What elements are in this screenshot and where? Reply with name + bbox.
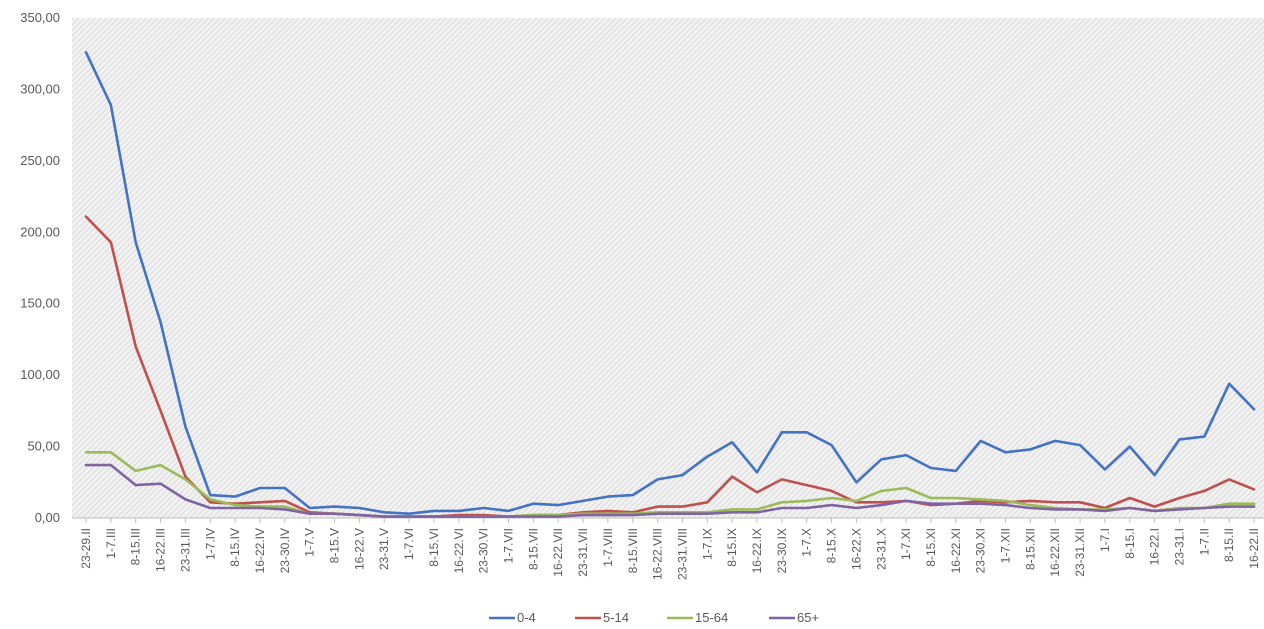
x-tick-label: 1-7.V bbox=[303, 528, 317, 557]
x-tick-label: 1-7.I bbox=[1098, 528, 1112, 552]
y-tick-label: 150,00 bbox=[20, 296, 60, 311]
x-tick-label: 16-22.VIII bbox=[651, 528, 665, 580]
x-tick-label: 23-31.VII bbox=[576, 528, 590, 577]
x-tick-label: 1-7.IV bbox=[203, 528, 217, 560]
x-tick-label: 16-22.VII bbox=[551, 528, 565, 577]
y-axis-ticks: 0,00 50,00 100,00 150,00 200,00 250,00 300,00 3… bbox=[20, 10, 60, 525]
x-tick-label: 1-7.XI bbox=[899, 528, 913, 560]
x-tick-label: 16-22.XII bbox=[1048, 528, 1062, 577]
x-tick-label: 23-31.I bbox=[1173, 528, 1187, 565]
x-tick-label: 23-29.II bbox=[79, 528, 93, 569]
x-tick-label: 8-15.XI bbox=[924, 528, 938, 567]
x-tick-label: 16-22.X bbox=[849, 528, 863, 570]
x-tick-label: 16-22.V bbox=[352, 528, 366, 570]
x-tick-label: 16-22.IX bbox=[750, 528, 764, 573]
y-tick-label: 100,00 bbox=[20, 367, 60, 382]
series-line-5-14 bbox=[84, 215, 1256, 518]
legend-label: 0-4 bbox=[517, 610, 536, 625]
x-tick-label: 16-22.VI bbox=[452, 528, 466, 573]
series-line-0-4 bbox=[84, 50, 1256, 516]
x-tick-label: 1-7.VIII bbox=[601, 528, 615, 567]
x-tick-label: 8-15.XII bbox=[1023, 528, 1037, 570]
series-lines bbox=[84, 50, 1256, 518]
x-tick-label: 8-15.IX bbox=[725, 528, 739, 567]
x-tick-label: 8-15.V bbox=[328, 528, 342, 563]
x-tick-label: 16-22.I bbox=[1148, 528, 1162, 565]
x-tick-label: 8-15.II bbox=[1222, 528, 1236, 562]
legend: 0-4 5-14 15-64 65+ bbox=[489, 610, 819, 625]
x-tick-label: 8-15.III bbox=[129, 528, 143, 565]
x-tick-label: 1-7.VI bbox=[402, 528, 416, 560]
y-tick-label: 200,00 bbox=[20, 224, 60, 239]
x-tick-label: 23-31.X bbox=[874, 528, 888, 570]
x-tick-label: 23-31.XII bbox=[1073, 528, 1087, 577]
x-tick-label: 16-22.IV bbox=[253, 528, 267, 573]
x-tick-label: 8-15.X bbox=[825, 528, 839, 563]
x-tick-label: 1-7.X bbox=[800, 528, 814, 557]
y-tick-label: 250,00 bbox=[20, 153, 60, 168]
series-line-65plus bbox=[84, 463, 1256, 518]
plot-area bbox=[72, 18, 1264, 518]
x-tick-label: 23-30.XI bbox=[974, 528, 988, 573]
legend-label: 5-14 bbox=[603, 610, 629, 625]
x-tick-label: 1-7.IX bbox=[700, 528, 714, 560]
legend-label: 65+ bbox=[797, 610, 819, 625]
x-tick-label: 1-7.VII bbox=[501, 528, 515, 563]
y-tick-label: 50,00 bbox=[27, 439, 60, 454]
x-tick-label: 1-7.III bbox=[104, 528, 118, 559]
x-axis-ticks: 23-29.II 1-7.III 8-15.III 16-22.III 23-31.II… bbox=[79, 518, 1261, 580]
x-tick-label: 1-7.II bbox=[1197, 528, 1211, 555]
y-tick-label: 300,00 bbox=[20, 81, 60, 96]
x-tick-label: 23-31.V bbox=[377, 528, 391, 570]
x-tick-label: 23-30.IV bbox=[278, 528, 292, 573]
y-tick-label: 0,00 bbox=[35, 510, 60, 525]
legend-label: 15-64 bbox=[695, 610, 728, 625]
x-tick-label: 23-30.VI bbox=[477, 528, 491, 573]
x-tick-label: 8-15.VI bbox=[427, 528, 441, 567]
x-tick-label: 16-22.XI bbox=[949, 528, 963, 573]
x-tick-label: 8-15.I bbox=[1123, 528, 1137, 559]
x-tick-label: 8-15.IV bbox=[228, 528, 242, 567]
x-tick-label: 23-31.III bbox=[178, 528, 192, 572]
x-tick-label: 1-7.XII bbox=[999, 528, 1013, 563]
x-tick-label: 23-31.VIII bbox=[675, 528, 689, 580]
x-tick-label: 8-15.VII bbox=[526, 528, 540, 570]
x-tick-label: 23-30.IX bbox=[775, 528, 789, 573]
x-tick-label: 8-15.VIII bbox=[626, 528, 640, 573]
y-tick-label: 350,00 bbox=[20, 10, 60, 25]
x-tick-label: 16-22.III bbox=[154, 528, 168, 572]
x-tick-label: 16-22.II bbox=[1247, 528, 1261, 569]
